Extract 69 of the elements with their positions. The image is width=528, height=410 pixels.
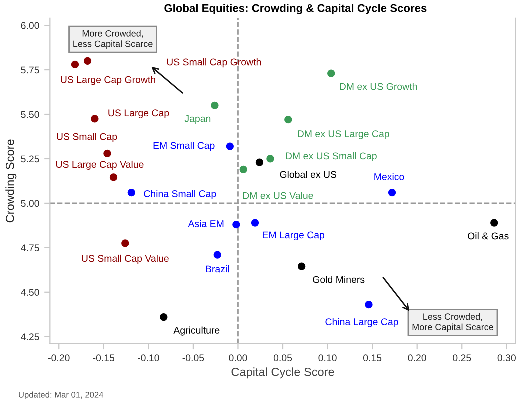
- y-tick-label: 4.25: [21, 334, 40, 340]
- x-tick-label: 0.30: [498, 354, 516, 362]
- point: [266, 155, 274, 163]
- point: [128, 188, 136, 197]
- annotation: US Large Cap: [108, 110, 170, 118]
- x-axis-title: Capital Cycle Score: [232, 368, 334, 379]
- y-tick-label: 5.00: [21, 200, 40, 208]
- x-tick-label: 0.20: [408, 354, 426, 362]
- chart-title: Global Equities: Crowding & Capital Cycle Scores: [164, 4, 427, 15]
- point: [110, 174, 118, 182]
- point: [490, 219, 498, 227]
- annotation: China Small Cap: [144, 190, 216, 200]
- y-tick-label: 5.25: [21, 156, 40, 163]
- annotation: US Small Cap: [57, 133, 118, 142]
- annotation: DM ex US Value: [243, 192, 314, 200]
- annotation: US Large Cap Growth: [61, 76, 156, 86]
- x-tick-label: 0.25: [453, 354, 472, 362]
- x-tick-label: -0.20: [48, 354, 70, 362]
- annotation: Asia EM: [188, 220, 224, 228]
- annotation: Global ex US: [280, 171, 337, 178]
- x-tick-label: 0.00: [229, 354, 248, 362]
- annotation: Gold Miners: [313, 276, 365, 284]
- point: [91, 115, 99, 123]
- point: [298, 262, 306, 270]
- point: [71, 60, 80, 69]
- y-tick-label: 4.50: [21, 289, 40, 296]
- annotation: EM Small Cap: [154, 142, 215, 152]
- annotation: US Small Cap Value: [82, 254, 169, 264]
- y-tick-label: 5.50: [21, 111, 40, 118]
- point: [84, 57, 92, 65]
- point: [328, 70, 336, 78]
- x-tick-label: 0.15: [363, 354, 382, 362]
- point: [214, 251, 222, 259]
- annotation: More Crowded, Less Capital Scarce: [74, 30, 153, 50]
- x-tick-label: -0.05: [182, 354, 204, 362]
- x-tick-label: -0.15: [93, 354, 115, 362]
- annotation: Agriculture: [174, 326, 220, 336]
- annotation: China Large Cap: [326, 318, 398, 328]
- point: [284, 116, 292, 124]
- annotation: Oil & Gas: [468, 232, 509, 240]
- annotation: DM ex US Small Cap: [286, 152, 377, 162]
- annotation: Brazil: [206, 266, 230, 273]
- y-tick-label: 6.00: [21, 22, 40, 30]
- point: [122, 240, 130, 248]
- point: [104, 150, 112, 158]
- y-tick-label: 4.75: [21, 244, 40, 252]
- annotation: DM ex US Large Cap: [298, 130, 390, 140]
- point: [388, 188, 396, 197]
- annotation: US Large Cap Value: [56, 160, 144, 170]
- x-tick-label: 0.05: [274, 354, 292, 362]
- text: Updated: Mar 01, 2024: [19, 392, 104, 400]
- point: [251, 219, 260, 227]
- x-tick-label: -0.10: [138, 354, 160, 362]
- annotation: Japan: [184, 115, 211, 124]
- point: [256, 158, 264, 166]
- point: [226, 142, 234, 150]
- point: [365, 301, 373, 309]
- y-axis-title: Crowding Score: [6, 140, 17, 223]
- point: [240, 166, 248, 174]
- point: [160, 314, 168, 322]
- annotation: US Small Cap Growth: [167, 58, 262, 68]
- y-tick-label: 5.75: [21, 66, 40, 74]
- annotation: Less Crowded, More Capital Scarce: [412, 313, 494, 332]
- annotation: Mexico: [374, 173, 404, 180]
- point: [211, 102, 219, 110]
- point: [232, 221, 240, 229]
- annotation: DM ex US Growth: [340, 83, 418, 90]
- x-tick-label: 0.10: [318, 354, 337, 362]
- annotation: EM Large Cap: [263, 232, 325, 241]
